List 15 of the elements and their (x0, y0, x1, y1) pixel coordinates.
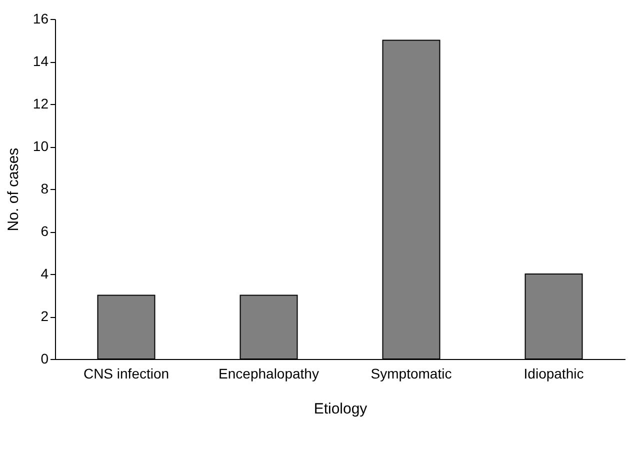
x-tick-label: Symptomatic (370, 366, 452, 382)
y-axis-title: No. of cases (4, 148, 22, 232)
y-tick-label: 0 (40, 350, 49, 366)
x-tick-label: Encephalopathy (218, 366, 319, 382)
y-tick-label: 12 (32, 96, 49, 112)
x-tick-label: Idiopathic (524, 366, 584, 382)
y-tick-label: 4 (40, 266, 49, 282)
x-tick-label: CNS infection (83, 366, 170, 382)
y-tick-label: 14 (32, 53, 49, 69)
y-tick-label: 2 (40, 308, 49, 324)
y-tick-label: 6 (40, 223, 49, 239)
y-tick-label: 10 (32, 138, 49, 154)
x-axis-title: Etiology (314, 400, 368, 418)
y-tick-label: 8 (40, 180, 49, 196)
y-tick-label: 16 (32, 10, 49, 26)
